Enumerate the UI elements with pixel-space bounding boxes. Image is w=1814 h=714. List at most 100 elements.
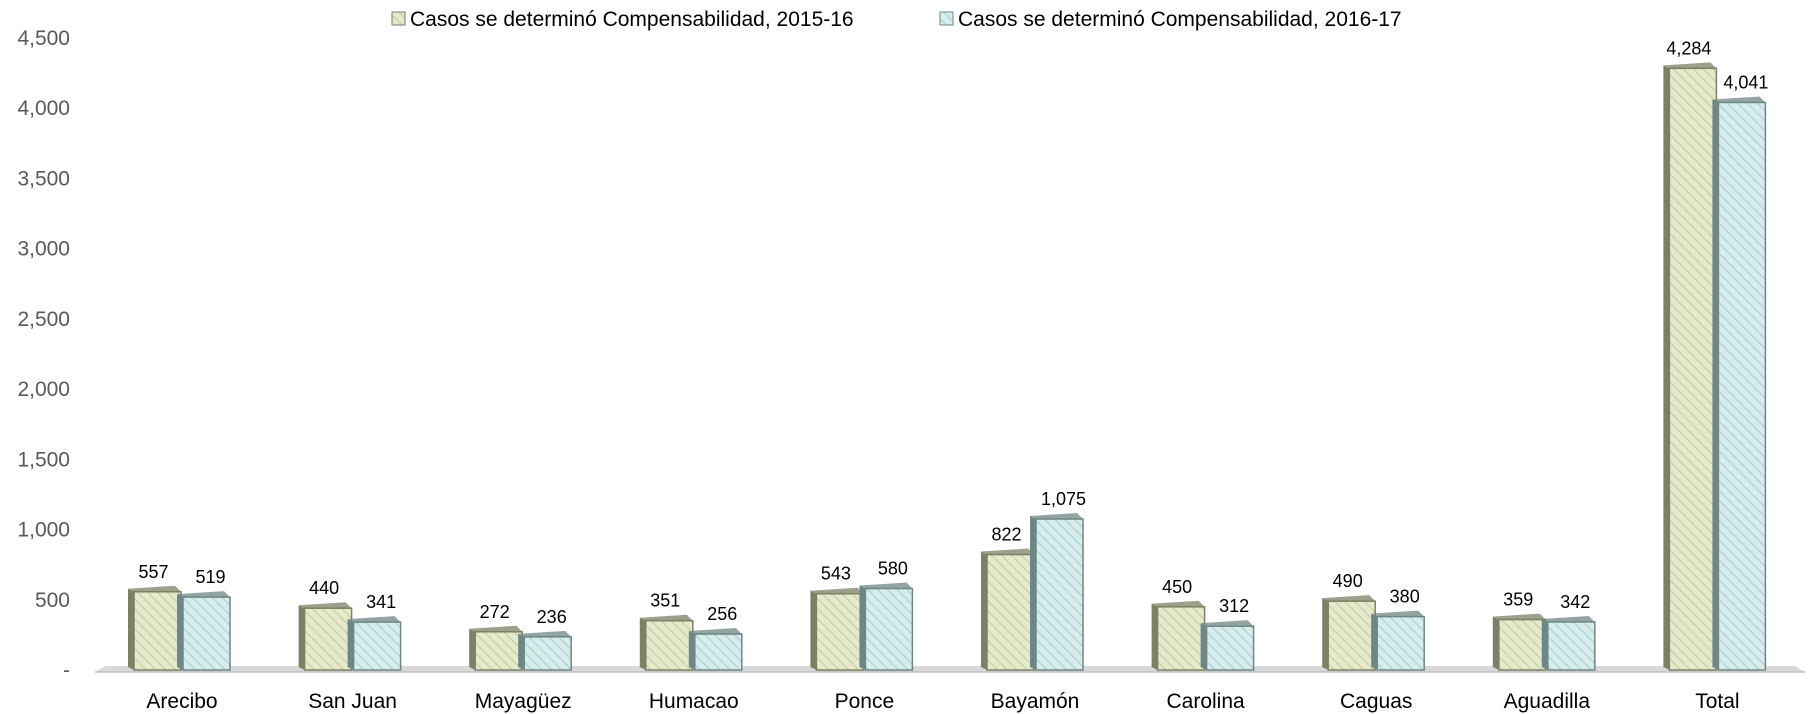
bar-top-face [298,602,352,609]
x-tick-label: San Juan [308,690,397,713]
bar-side-face [177,594,183,670]
x-tick-label: Arecibo [146,690,217,713]
bar-top-face [1541,615,1595,622]
bar-2016-17-san-juan [347,616,402,671]
legend-label: Casos se determinó Compensabilidad, 2015… [410,8,854,31]
bar-side-face [469,628,476,670]
data-label: 580 [878,559,908,579]
bar-top-face [1322,595,1376,602]
bar-side-face [1371,613,1378,670]
bar-side-face [639,617,646,670]
bar-front-face [1376,615,1425,671]
bar-top-face [859,582,913,589]
y-tick-label: 2,000 [17,378,70,401]
bar-side-face [859,585,866,670]
y-tick-label: 2,500 [17,308,70,331]
data-label: 450 [1162,577,1192,597]
bar-top-face [128,585,181,592]
y-tick-label: 3,000 [17,238,70,261]
legend-item-2016-17: Casos se determinó Compensabilidad, 2016… [939,8,1402,31]
bar-front-face [1668,67,1718,671]
bar-top-face [469,625,523,632]
bar-2015-16-mayagüez [469,625,523,671]
bar-2015-16-aguadilla [1492,613,1547,671]
bar-side-face [1322,598,1329,670]
bar-side-face [128,588,134,670]
data-label: 380 [1390,587,1420,607]
x-axis-labels: Arecibo San Juan Mayagüez Humacao Ponce Bayam… [146,690,1739,713]
bar-front-face [1205,625,1255,671]
data-label: 256 [707,604,737,624]
bar-top-face [1492,613,1546,620]
legend-swatch [939,11,954,26]
bar-top-face [1371,610,1425,617]
legend-item-2015-16: Casos se determinó Compensabilidad, 2015… [391,8,854,31]
bar-front-face [1156,606,1206,671]
data-label: 557 [138,562,168,582]
data-label: 519 [195,567,225,587]
bar-side-face [1663,65,1670,670]
x-tick-label: Humacao [649,690,739,713]
bar-front-face [303,607,353,671]
bar-front-face [1547,621,1596,671]
bar-side-face [1712,99,1719,671]
legend-swatch [391,11,406,26]
bar-2016-17-humacao [688,628,743,671]
bar-2016-17-ponce [859,582,914,671]
bar-side-face [347,619,354,670]
bar-2015-16-caguas [1322,595,1376,671]
x-tick-label: Mayagüez [475,690,572,713]
data-label: 543 [821,564,851,584]
bar-top-face [639,614,693,621]
x-tick-label: Carolina [1166,690,1245,713]
bar-2016-17-total [1712,96,1767,671]
bar-side-face [1492,616,1499,670]
bar-side-face [298,605,305,670]
bar-front-face [182,596,231,671]
bar-side-face [1541,618,1548,670]
data-label: 351 [650,591,680,611]
data-label: 342 [1560,592,1590,612]
bar-side-face [810,590,817,670]
bar-2015-16-arecibo [128,585,182,671]
bar-front-face [986,553,1035,671]
data-label: 440 [309,578,339,598]
bar-top-face [981,548,1034,555]
bar-front-face [1717,101,1767,671]
y-tick-label: 4,500 [17,27,70,50]
data-label: 822 [991,525,1021,545]
y-axis-ticks: - 500 1,000 1,500 2,000 2,500 3,000 3,500 4,000 4… [17,27,70,682]
bar-2016-17-bayamón [1030,513,1084,671]
bar-front-face [133,591,182,671]
x-tick-label: Total [1695,690,1739,713]
bar-side-face [688,631,695,670]
bar-side-face [1151,603,1158,670]
bar-top-face [1712,96,1766,103]
bar-side-face [518,633,525,670]
bar-top-face [688,628,742,635]
bar-top-face [518,630,572,637]
bar-front-face [815,592,865,671]
x-tick-label: Aguadilla [1504,690,1591,713]
bar-2016-17-carolina [1200,620,1255,671]
data-label: 312 [1219,596,1249,616]
bar-2015-16-ponce [810,587,865,671]
y-tick-label: 4,000 [17,97,70,120]
legend: Casos se determinó Compensabilidad, 2015… [391,8,1402,31]
bar-top-face [1663,62,1717,69]
bar-front-face [645,619,694,671]
bar-front-face [1035,518,1084,671]
bar-2015-16-humacao [639,614,694,671]
bar-top-face [1200,620,1254,627]
bar-front-face [694,633,743,671]
bar-side-face [1030,516,1036,670]
data-label: 490 [1333,571,1363,591]
bar-2016-17-arecibo [177,591,231,671]
data-label: 236 [537,607,567,627]
y-tick-label: 3,500 [17,167,70,190]
data-label: 359 [1503,590,1533,610]
bar-side-face [981,551,987,670]
bar-front-face [523,636,572,671]
data-label: 1,075 [1041,489,1086,509]
